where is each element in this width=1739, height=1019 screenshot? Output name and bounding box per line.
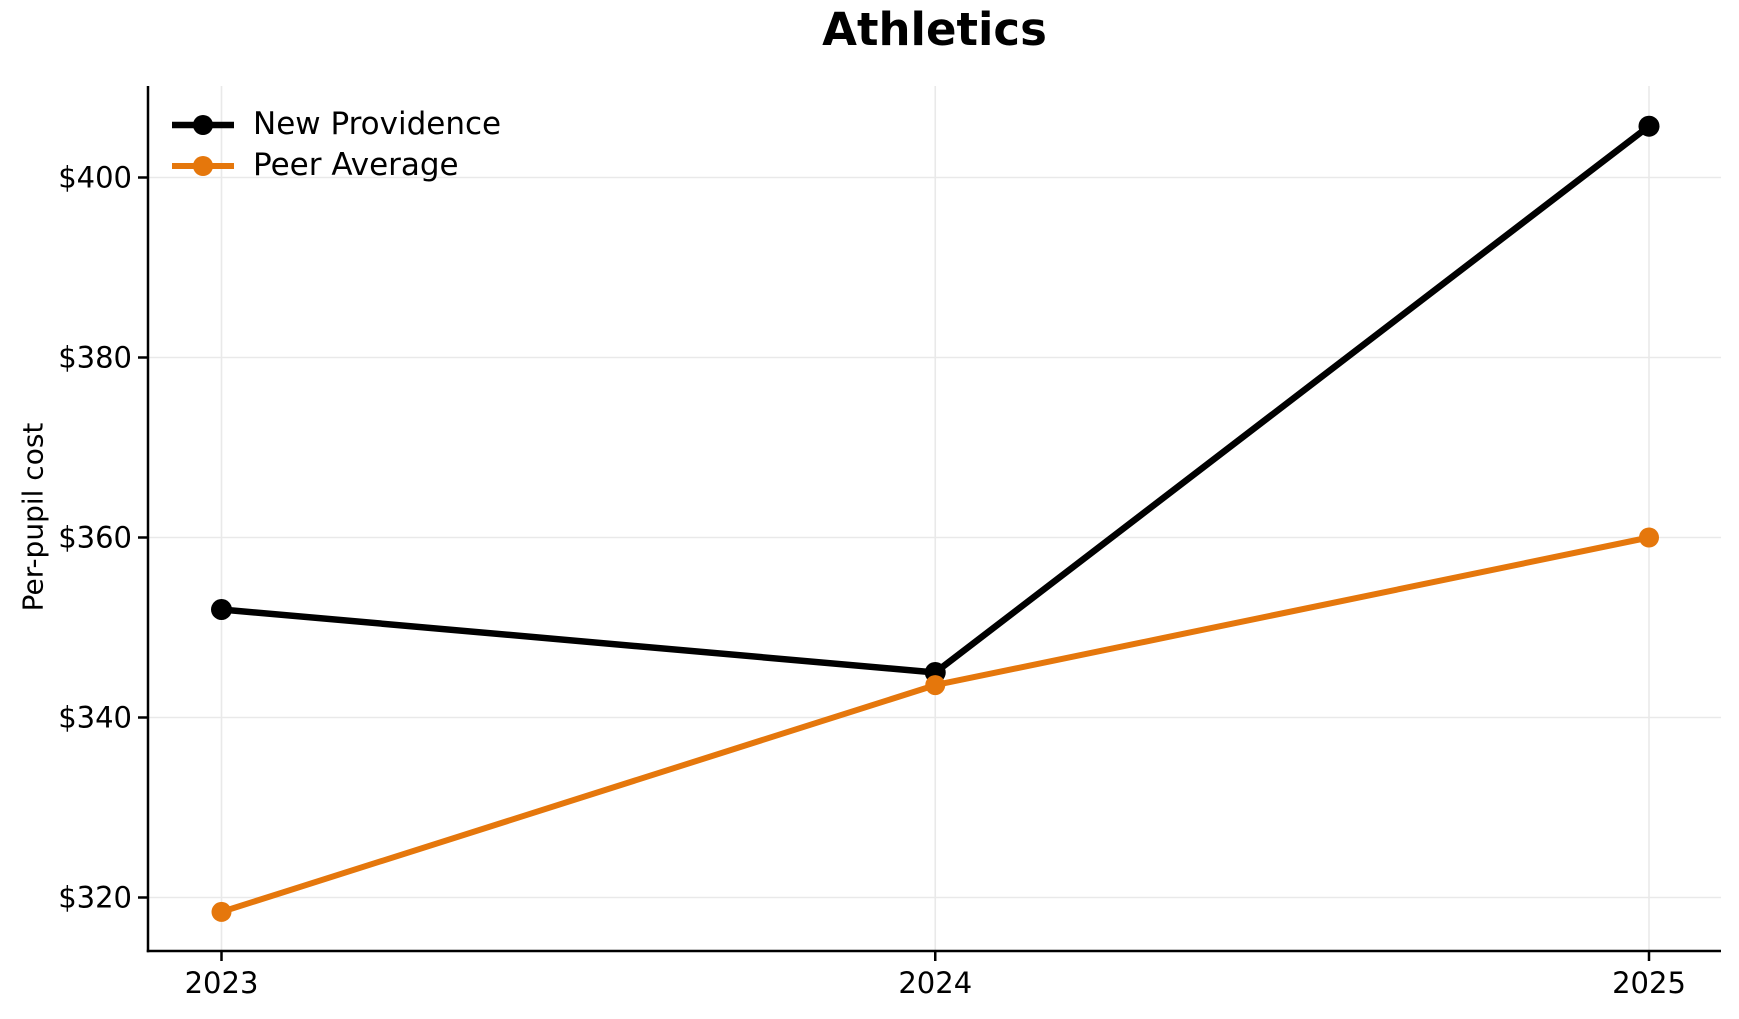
y-tick-label: $400 [58,161,132,195]
legend-item-new-providence: New Providence [171,104,501,145]
line-marker-icon [172,155,234,176]
legend: New Providence Peer Average [171,104,501,186]
x-tick-label: 2023 [185,966,259,1000]
data-point-peer-average-2024 [925,675,946,696]
data-point-peer-average-2023 [211,901,232,922]
x-tick-label: 2024 [898,966,972,1000]
y-tick-label: $320 [58,881,132,915]
legend-label: Peer Average [253,147,459,183]
x-tick-label: 2025 [1612,966,1686,1000]
y-tick-label: $360 [58,521,132,555]
chart-title: Athletics [822,3,1047,56]
y-tick-label: $340 [58,701,132,735]
data-point-new-providence-2025 [1638,115,1660,137]
data-point-peer-average-2025 [1639,527,1659,548]
legend-item-peer-average: Peer Average [171,145,501,186]
y-tick-label: $380 [58,341,132,375]
line-marker-icon [172,114,234,135]
legend-label: New Providence [253,106,502,142]
data-point-new-providence-2023 [211,599,232,620]
